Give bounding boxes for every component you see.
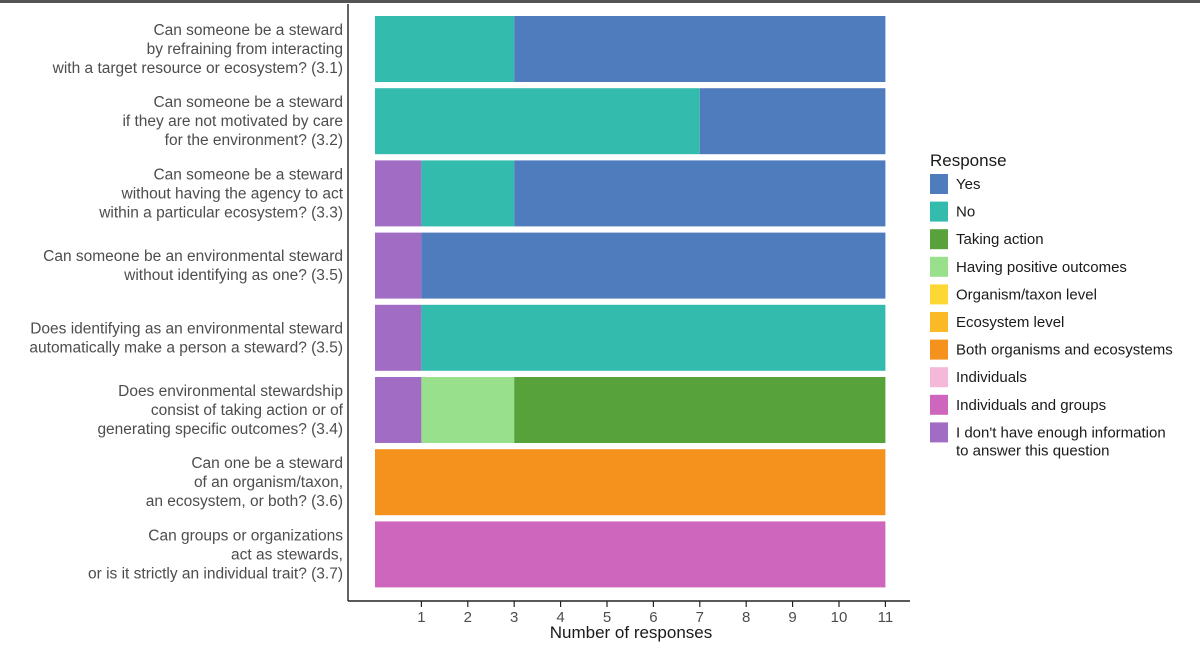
bar-segment: [375, 521, 886, 588]
legend-swatch: [930, 174, 948, 194]
legend-swatch: [930, 339, 948, 360]
legend-swatch: [930, 229, 948, 250]
legend-label: No: [956, 204, 975, 221]
bar-segment: [375, 449, 886, 516]
bar-segment: [375, 88, 700, 155]
question-label: Can someone be a steward by refraining fr…: [52, 22, 343, 77]
legend-swatch: [930, 312, 948, 332]
legend-swatch: [930, 201, 948, 222]
legend-swatch: [930, 367, 948, 388]
legend-label: Having positive outcomes: [956, 259, 1127, 276]
x-tick-label: 5: [603, 609, 611, 626]
legend-label: Both organisms and ecosystems: [956, 342, 1173, 359]
bar-segment: [699, 88, 886, 155]
legend-title: Response: [930, 151, 1007, 170]
x-ticks: 1 2 3 4 5 6 7 8 9 10 11: [417, 601, 893, 626]
bar-segment: [421, 377, 515, 443]
question-label: Does identifying as an environmental ste…: [29, 320, 343, 356]
x-tick-label: 8: [742, 609, 750, 626]
legend-swatch: [930, 256, 948, 277]
legend-label: Taking action: [956, 231, 1044, 248]
x-tick-label: 1: [417, 609, 425, 626]
x-tick-label: 9: [788, 609, 796, 626]
legend-swatch: [930, 284, 948, 305]
legend-swatch: [930, 422, 948, 443]
question-label: Does environmental stewardship consist of…: [97, 383, 343, 438]
legend-label: Ecosystem level: [956, 314, 1064, 331]
legend-swatch: [930, 394, 948, 415]
question-label: Can someone be an environmental steward w…: [43, 248, 343, 284]
bar-segment: [514, 377, 886, 443]
question-label: Can groups or organizations act as stewar…: [88, 527, 343, 582]
bar-segment: [375, 377, 422, 443]
legend-label: Organism/taxon level: [956, 286, 1097, 303]
question-label: Can someone be a steward without having t…: [98, 166, 343, 221]
bar-segment: [375, 232, 422, 299]
question-label: Can one be a steward of an organism/taxon…: [146, 455, 343, 510]
axes-group: [347, 4, 910, 602]
question-label: Can someone be a steward if they are not …: [122, 94, 343, 149]
x-axis-title: Number of responses: [550, 623, 713, 642]
bar-segment: [375, 16, 515, 82]
x-tick-label: 4: [556, 609, 564, 626]
bar-segment: [421, 304, 886, 371]
bar-segment: [421, 160, 515, 227]
question-labels: Can someone be a steward by refraining fr…: [29, 22, 343, 582]
legend: Response Yes No Taking action Having positi…: [930, 151, 1173, 459]
bar-segment: [514, 16, 886, 82]
bar-segment: [514, 160, 886, 227]
x-tick-label: 6: [649, 609, 657, 626]
x-tick-label: 10: [831, 609, 848, 626]
bars-group: [375, 16, 886, 588]
bar-segment: [375, 304, 422, 371]
x-tick-label: 3: [510, 609, 518, 626]
top-border: [0, 0, 1200, 3]
bar-segment: [375, 160, 422, 227]
legend-label: Individuals: [956, 369, 1027, 386]
x-tick-label: 2: [464, 609, 472, 626]
bar-segment: [421, 232, 886, 299]
legend-label: Yes: [956, 176, 980, 193]
legend-label: Individuals and groups: [956, 397, 1106, 414]
x-tick-label: 11: [878, 609, 894, 626]
x-tick-label: 7: [696, 609, 704, 626]
legend-label: I don't have enough information to answer…: [956, 424, 1166, 459]
